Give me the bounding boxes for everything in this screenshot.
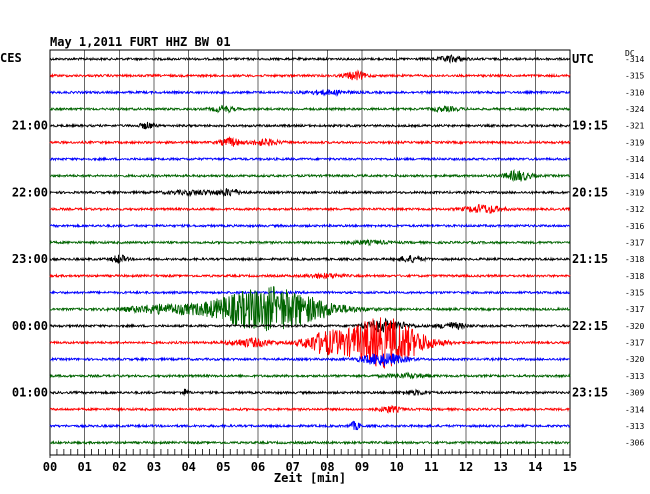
right-time-label: 20:15 — [572, 185, 608, 199]
trace-row-22 — [49, 420, 571, 431]
right-time-label: 23:15 — [572, 386, 608, 400]
dc-offset-label: -316 — [625, 222, 644, 231]
left-time-label: 23:00 — [12, 252, 48, 266]
x-tick-label: 09 — [355, 460, 369, 474]
x-tick-label: 05 — [216, 460, 230, 474]
chart-title: May 1,2011 FURT HHZ BW 01 — [50, 35, 231, 49]
dc-offset-label: -319 — [625, 138, 644, 147]
dc-offset-label: -317 — [625, 238, 644, 247]
dc-offset-label: -319 — [625, 188, 644, 197]
x-tick-label: 07 — [285, 460, 299, 474]
dc-offset-label: -314 — [625, 172, 644, 181]
left-time-label: 21:00 — [12, 119, 48, 133]
trace-row-8 — [49, 188, 571, 198]
right-time-label: UTC — [572, 52, 594, 66]
dc-offset-label: -315 — [625, 72, 644, 81]
x-tick-label: 02 — [112, 460, 126, 474]
x-tick-label: 03 — [147, 460, 161, 474]
trace-row-19 — [49, 371, 571, 380]
trace-row-7 — [49, 168, 571, 183]
left-timezone-label: CES — [0, 51, 22, 65]
dc-offset-label: -315 — [625, 289, 644, 298]
plot-frame — [49, 49, 571, 456]
dc-offset-label: -320 — [625, 322, 644, 331]
left-time-labels: 21:00 22:00 23:00 00:00 01:00 — [12, 119, 48, 400]
trace-row-23 — [49, 439, 571, 446]
traces — [49, 54, 571, 446]
right-time-label: 19:15 — [572, 119, 608, 133]
trace-row-0 — [49, 54, 571, 64]
dc-offset-label: -320 — [625, 355, 644, 364]
x-tick-label: 15 — [563, 460, 577, 474]
x-tick-label: 04 — [181, 460, 195, 474]
trace-row-2 — [49, 89, 571, 97]
left-time-label: 22:00 — [12, 185, 48, 199]
trace-row-1 — [49, 69, 571, 81]
right-time-labels: UTC 19:15 20:15 21:15 22:15 23:15 — [572, 52, 608, 400]
x-tick-label: 08 — [320, 460, 334, 474]
dc-offset-label: -312 — [625, 205, 644, 214]
trace-row-9 — [49, 203, 571, 214]
dc-offset-label: -317 — [625, 339, 644, 348]
x-tick-label: 01 — [77, 460, 91, 474]
trace-row-15 — [49, 286, 571, 332]
x-tick-label: 11 — [424, 460, 438, 474]
trace-row-18 — [49, 353, 571, 367]
trace-row-20 — [49, 388, 571, 397]
trace-row-11 — [49, 238, 571, 247]
dc-offset-label: -324 — [625, 105, 644, 114]
dc-offset-label: -310 — [625, 88, 644, 97]
trace-row-12 — [49, 254, 571, 265]
dc-offset-label: -309 — [625, 389, 644, 398]
left-time-label: 01:00 — [12, 386, 48, 400]
x-tick-label: 12 — [459, 460, 473, 474]
trace-row-21 — [49, 404, 571, 414]
dc-offset-label: -314 — [625, 405, 644, 414]
dc-offset-label: -313 — [625, 422, 644, 431]
grid — [49, 49, 571, 456]
dc-header-label: DC — [625, 49, 635, 58]
trace-row-16 — [49, 317, 571, 333]
left-time-label: 00:00 — [12, 319, 48, 333]
x-tick-label: 14 — [528, 460, 542, 474]
dc-offset-label: -318 — [625, 272, 644, 281]
trace-row-6 — [49, 156, 571, 162]
dc-offset-label: -313 — [625, 372, 644, 381]
dc-offset-label: -317 — [625, 305, 644, 314]
x-tick-label: 06 — [251, 460, 265, 474]
x-axis: 00 01 02 03 04 05 06 07 08 09 10 11 12 13 14 15 — [43, 449, 577, 474]
dc-offset-labels: -314 -315 -310 -324 -321 -319 -314 -314 -319 -312… — [625, 55, 644, 448]
right-time-label: 21:15 — [572, 252, 608, 266]
x-axis-label: Zeit [min] — [274, 471, 346, 485]
dc-offset-label: -306 — [625, 439, 644, 448]
x-tick-label: 00 — [43, 460, 57, 474]
x-tick-label: 10 — [389, 460, 403, 474]
x-tick-label: 13 — [493, 460, 507, 474]
trace-row-14 — [49, 289, 571, 296]
trace-row-10 — [49, 223, 571, 229]
trace-row-17 — [49, 317, 571, 369]
dc-offset-label: -314 — [625, 55, 644, 64]
trace-row-5 — [49, 136, 571, 147]
dc-offset-label: -318 — [625, 255, 644, 264]
dc-offset-label: -321 — [625, 122, 644, 131]
dc-offset-label: -314 — [625, 155, 644, 164]
trace-row-13 — [49, 272, 571, 280]
trace-row-3 — [49, 104, 571, 114]
trace-row-4 — [49, 121, 571, 130]
right-time-label: 22:15 — [572, 319, 608, 333]
